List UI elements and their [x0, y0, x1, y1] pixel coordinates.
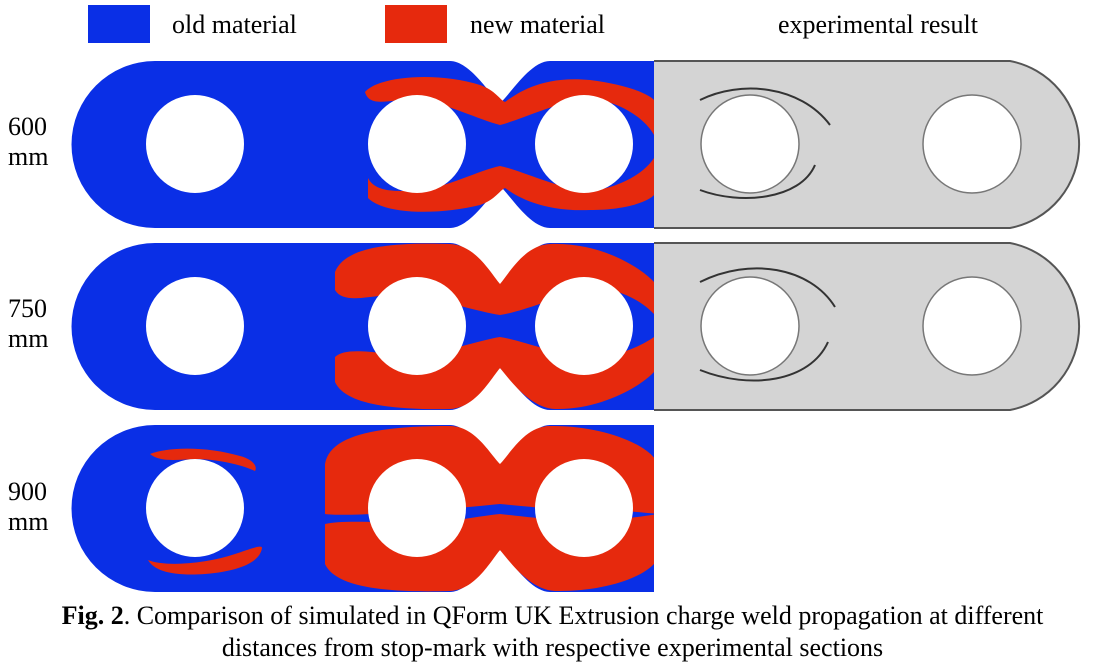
section-900-new-material-left-lower: [148, 546, 262, 575]
row-label-750-value: 750: [8, 294, 47, 323]
row-label-600-unit: mm: [8, 142, 49, 171]
section-row-900: [71, 425, 654, 592]
row-label-900: 900 mm: [8, 477, 48, 537]
row-label-600-value: 600: [8, 112, 47, 141]
figure-caption: Fig. 2. Comparison of simulated in QForm…: [0, 600, 1105, 664]
row-label-900-value: 900: [8, 477, 47, 506]
legend-label-old-material: old material: [172, 10, 297, 39]
section-750-new-material: [335, 243, 654, 315]
section-row-600: [71, 60, 1081, 229]
figure-caption-line1-text: . Comparison of simulated in QForm UK Ex…: [123, 601, 1044, 630]
legend-swatch-old-material: [88, 5, 150, 43]
sections-figure: [71, 60, 1081, 592]
figure-caption-line2: distances from stop-mark with respective…: [221, 633, 884, 662]
section-750-new-material-lower: [335, 337, 654, 410]
row-label-600: 600 mm: [8, 112, 48, 172]
row-label-750: 750 mm: [8, 294, 48, 354]
figure-caption-line1: Fig. 2. Comparison of simulated in QForm…: [0, 600, 1105, 632]
legend-swatch-new-material: [385, 5, 447, 43]
section-600-new-material-lower: [368, 158, 654, 212]
section-900-new-material-left-upper: [150, 448, 256, 471]
legend-label-experimental-result: experimental result: [778, 10, 978, 39]
section-600-new-material: [365, 76, 654, 135]
row-label-750-unit: mm: [8, 324, 49, 353]
figure-caption-prefix: Fig. 2: [61, 601, 124, 630]
legend-label-new-material: new material: [470, 10, 605, 39]
row-label-900-unit: mm: [8, 507, 49, 536]
section-row-750: [71, 242, 1081, 411]
